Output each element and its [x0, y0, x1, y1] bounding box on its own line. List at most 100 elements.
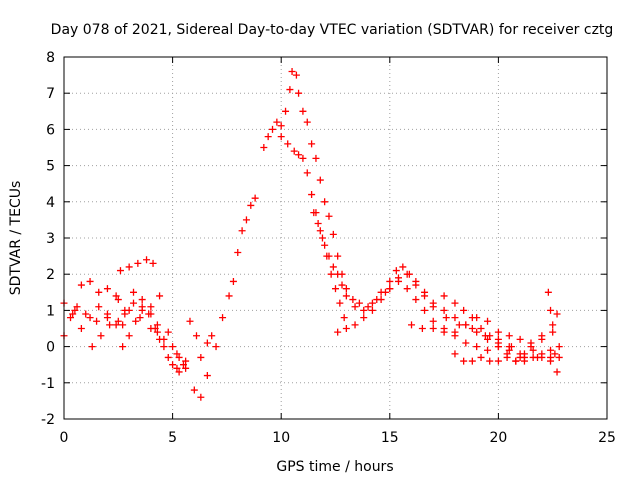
- data-point: [156, 292, 164, 300]
- data-point: [151, 325, 159, 332]
- data-point: [182, 357, 190, 365]
- data-point: [494, 357, 502, 365]
- y-tick-label: -1: [41, 376, 55, 392]
- y-tick-label: 3: [46, 231, 55, 247]
- series-track-m: [408, 321, 555, 361]
- data-point: [269, 125, 277, 133]
- data-point: [197, 353, 205, 361]
- data-point: [332, 285, 339, 293]
- data-point: [342, 285, 350, 293]
- data-point: [295, 89, 303, 97]
- chart-title: Day 078 of 2021, Sidereal Day-to-day VTE…: [51, 22, 614, 38]
- series-track-h: [234, 194, 259, 256]
- plot-frame: [63, 56, 608, 420]
- data-point: [440, 292, 448, 300]
- data-point: [197, 393, 205, 401]
- x-tick-label: 5: [168, 430, 177, 446]
- data-point: [477, 353, 485, 361]
- data-point: [494, 343, 502, 351]
- data-point: [484, 317, 492, 325]
- data-point: [360, 306, 368, 314]
- data-point: [312, 154, 320, 162]
- data-point: [290, 147, 298, 155]
- data-point: [473, 343, 481, 351]
- series-track-n: [440, 292, 546, 365]
- data-point: [303, 118, 311, 126]
- data-point: [132, 317, 140, 325]
- data-point: [219, 314, 227, 322]
- data-point: [505, 343, 513, 351]
- data-point: [169, 343, 177, 351]
- data-point: [520, 357, 528, 365]
- data-point: [544, 288, 552, 296]
- data-point: [164, 353, 172, 361]
- data-point: [342, 292, 350, 300]
- data-point: [203, 372, 211, 380]
- data-point: [547, 346, 555, 354]
- data-point: [325, 212, 333, 220]
- data-point: [277, 122, 285, 130]
- data-point: [460, 357, 468, 365]
- data-point: [418, 325, 426, 332]
- data-point: [212, 343, 220, 351]
- data-point: [106, 321, 114, 329]
- data-point: [238, 227, 246, 235]
- data-point: [77, 325, 85, 332]
- data-point: [547, 357, 555, 365]
- data-point: [551, 350, 559, 358]
- data-point: [553, 368, 561, 376]
- data-point: [451, 299, 459, 307]
- data-point: [114, 317, 122, 325]
- data-point: [173, 364, 181, 372]
- data-point: [192, 332, 200, 340]
- series-track-b: [71, 277, 190, 372]
- data-point: [277, 133, 285, 141]
- series-track-i: [260, 67, 561, 358]
- data-point: [295, 151, 303, 159]
- data-point: [364, 303, 372, 311]
- data-point: [412, 277, 420, 285]
- data-point: [351, 303, 359, 311]
- data-point: [97, 332, 105, 340]
- data-point: [462, 339, 470, 347]
- series-track-k: [310, 209, 348, 322]
- data-point: [527, 343, 535, 351]
- data-point: [468, 325, 476, 332]
- series-track-p: [544, 288, 563, 376]
- tick-layer: [63, 56, 608, 420]
- data-point: [340, 314, 348, 322]
- y-tick-label: 7: [46, 86, 55, 102]
- data-point: [175, 368, 183, 376]
- data-point: [316, 176, 324, 184]
- data-point: [186, 317, 194, 325]
- data-point: [421, 306, 429, 314]
- y-tick-label: 1: [46, 303, 55, 319]
- data-point: [377, 288, 385, 296]
- data-point: [386, 277, 394, 285]
- data-point: [334, 270, 342, 278]
- data-point: [512, 357, 520, 365]
- data-point: [153, 328, 161, 336]
- data-point: [386, 285, 394, 293]
- data-point: [103, 285, 111, 293]
- data-point: [88, 343, 96, 351]
- data-point: [553, 310, 561, 318]
- data-point: [529, 346, 537, 354]
- data-point: [242, 216, 250, 224]
- data-point: [208, 332, 216, 340]
- data-point: [71, 306, 79, 314]
- data-point: [468, 357, 476, 365]
- data-point: [299, 107, 307, 115]
- data-point: [442, 314, 450, 322]
- data-point: [130, 288, 138, 296]
- data-point: [421, 288, 429, 296]
- data-point: [310, 209, 318, 217]
- data-point: [136, 314, 144, 322]
- data-point: [67, 314, 75, 322]
- data-point: [147, 303, 155, 311]
- data-point: [121, 310, 129, 318]
- data-point: [503, 353, 511, 361]
- data-point: [303, 169, 311, 177]
- data-point: [247, 201, 255, 209]
- data-point: [95, 288, 103, 296]
